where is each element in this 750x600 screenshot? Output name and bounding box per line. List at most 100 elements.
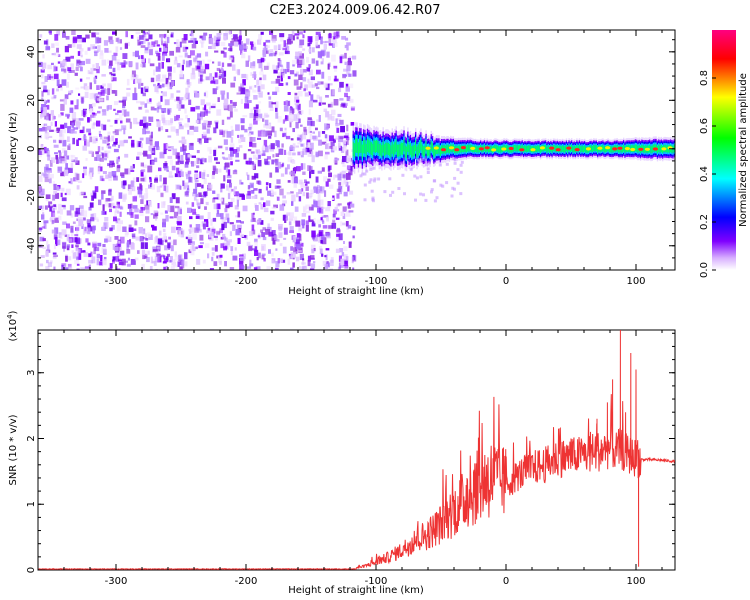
heatmap-noise-cell xyxy=(47,154,51,161)
heatmap-noise-cell xyxy=(148,45,154,50)
heatmap-noise-cell xyxy=(233,188,236,196)
heatmap-signal-cell xyxy=(433,147,435,157)
heatmap-noise-cell xyxy=(255,157,259,160)
heatmap-noise-cell xyxy=(70,154,74,162)
heatmap-noise-cell xyxy=(70,178,73,185)
heatmap-noise-cell xyxy=(315,60,319,66)
heatmap-noise-cell xyxy=(240,134,244,139)
heatmap-noise-cell xyxy=(104,217,109,222)
heatmap-noise-cell xyxy=(224,162,230,168)
heatmap-noise-cell xyxy=(57,61,61,64)
heatmap-signal-cell xyxy=(624,146,626,153)
heatmap-noise-cell xyxy=(224,203,229,206)
heatmap-noise-cell xyxy=(147,250,150,255)
heatmap-noise-cell xyxy=(107,119,111,122)
heatmap-noise-cell xyxy=(130,165,134,170)
heatmap-noise-cell xyxy=(215,86,219,90)
heatmap-noise-cell xyxy=(268,101,273,108)
heatmap-noise-cell xyxy=(41,205,44,212)
heatmap-noise-cell xyxy=(285,45,290,53)
heatmap-noise-cell xyxy=(114,101,119,106)
heatmap-noise-cell xyxy=(149,139,153,146)
heatmap-noise-cell xyxy=(148,145,152,152)
heatmap-noise-cell xyxy=(130,74,134,81)
heatmap-noise-cell xyxy=(226,116,231,120)
heatmap-noise-cell xyxy=(269,49,274,52)
heatmap-noise-cell xyxy=(144,103,148,108)
heatmap-noise-cell xyxy=(290,138,294,141)
heatmap-noise-cell xyxy=(173,42,178,45)
heatmap-noise-cell xyxy=(167,82,171,90)
heatmap-noise-cell xyxy=(75,207,80,215)
heatmap-noise-cell xyxy=(256,180,260,184)
heatmap-noise-cell xyxy=(177,261,180,267)
heatmap-noise-cell xyxy=(330,257,334,263)
heatmap-noise-cell xyxy=(183,34,188,41)
heatmap-noise-cell xyxy=(95,138,98,141)
heatmap-noise-cell xyxy=(140,242,145,249)
heatmap-noise-cell xyxy=(108,36,113,43)
heatmap-noise-cell xyxy=(113,175,118,181)
heatmap-noise-cell xyxy=(149,98,152,102)
heatmap-noise-cell xyxy=(334,158,340,161)
heatmap-noise-cell xyxy=(177,98,183,104)
heatmap-signal-cell xyxy=(507,145,509,152)
heatmap-noise-cell xyxy=(142,176,147,182)
heatmap-noise-cell xyxy=(50,110,54,116)
heatmap-noise-cell xyxy=(167,120,173,126)
heatmap-noise-cell xyxy=(96,154,101,161)
heatmap-noise-cell xyxy=(116,224,122,232)
heatmap-noise-cell xyxy=(134,208,139,213)
heatmap-noise-cell xyxy=(299,242,304,247)
heatmap-noise-cell xyxy=(307,67,310,72)
heatmap-noise-cell xyxy=(272,64,275,70)
heatmap-noise-cell xyxy=(41,97,44,102)
heatmap-noise-cell xyxy=(61,197,67,202)
heatmap-noise-cell xyxy=(329,184,334,189)
heatmap-noise-cell xyxy=(163,53,168,57)
heatmap-noise-cell xyxy=(80,267,86,270)
heatmap-noise-cell xyxy=(84,50,88,55)
x-tick-label: -200 xyxy=(235,576,258,587)
heatmap-noise-cell xyxy=(193,196,197,201)
heatmap-noise-cell xyxy=(58,139,62,144)
heatmap-noise-cell xyxy=(216,193,220,200)
heatmap-noise-cell xyxy=(345,37,349,41)
heatmap-noise-cell xyxy=(55,31,60,35)
heatmap-noise-cell xyxy=(332,146,338,151)
heatmap-signal-cell xyxy=(426,146,429,157)
heatmap-noise-cell xyxy=(291,59,297,66)
heatmap-noise-cell xyxy=(208,155,213,163)
heatmap-noise-cell xyxy=(332,174,336,180)
heatmap-signal-cell xyxy=(483,144,486,151)
heatmap-noise-cell xyxy=(266,266,271,270)
heatmap-noise-cell xyxy=(184,191,189,196)
heatmap-signal-cell xyxy=(381,145,383,158)
heatmap-noise-cell xyxy=(42,212,45,215)
heatmap-noise-cell xyxy=(308,196,312,199)
heatmap-noise-cell xyxy=(246,266,252,269)
heatmap-noise-cell xyxy=(199,242,204,245)
heatmap-noise-cell xyxy=(170,146,174,150)
heatmap-noise-cell xyxy=(99,261,103,266)
heatmap-signal-cell xyxy=(616,145,618,152)
heatmap-signal-cell xyxy=(529,145,531,152)
heatmap-noise-cell xyxy=(352,267,355,270)
heatmap-noise-cell xyxy=(54,129,58,132)
heatmap-noise-cell xyxy=(253,188,258,191)
heatmap-noise-cell xyxy=(257,59,263,64)
heatmap-noise-cell xyxy=(149,49,153,56)
heatmap-peak-cell xyxy=(644,147,651,151)
heatmap-noise-cell xyxy=(282,133,285,137)
heatmap-noise-cell xyxy=(190,50,195,56)
heatmap-noise-cell xyxy=(198,192,202,197)
heatmap-noise-cell xyxy=(323,176,327,182)
heatmap-noise-cell xyxy=(315,176,319,183)
heatmap-noise-cell xyxy=(231,38,236,41)
heatmap-noise-cell xyxy=(134,76,138,80)
heatmap-noise-cell xyxy=(178,230,182,237)
heatmap-noise-cell xyxy=(257,85,261,92)
heatmap-noise-cell xyxy=(162,261,167,264)
heatmap-noise-cell xyxy=(204,191,208,197)
heatmap-noise-cell xyxy=(133,117,138,125)
